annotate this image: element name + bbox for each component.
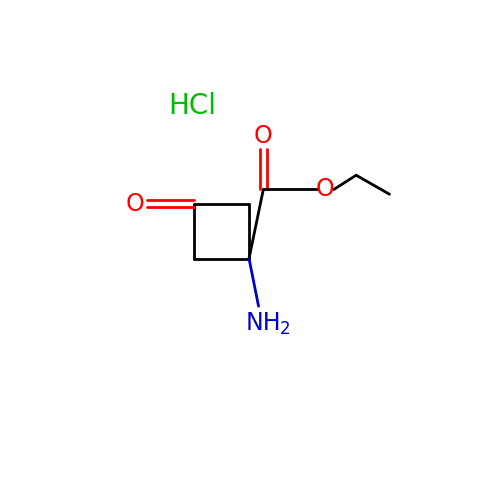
Text: O: O <box>125 192 144 216</box>
Text: O: O <box>316 178 335 202</box>
Text: 2: 2 <box>279 320 290 338</box>
Text: O: O <box>254 124 273 148</box>
Text: NH: NH <box>246 311 281 335</box>
Text: HCl: HCl <box>168 92 216 120</box>
